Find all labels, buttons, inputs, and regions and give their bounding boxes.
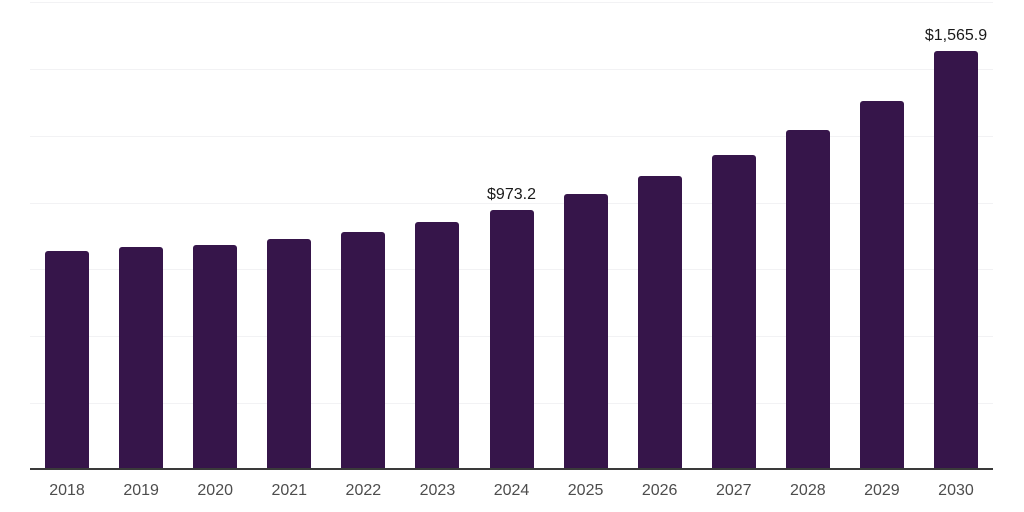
bar-2020 — [193, 244, 238, 470]
bar-slot-2030: $1,565.9 — [919, 2, 993, 470]
bar-2022 — [341, 232, 386, 470]
x-axis-line — [30, 468, 993, 470]
bar-slot-2024: $973.2 — [474, 2, 548, 470]
gridline-1000 — [30, 202, 993, 204]
bar-2026 — [637, 176, 682, 470]
x-tick-2020: 2020 — [197, 482, 233, 499]
x-axis-ticks: 2018 2019 2020 2021 2022 2023 2024 2025 2026 2027… — [30, 483, 993, 499]
bar-2028 — [785, 130, 830, 470]
bar-slot-2018 — [30, 2, 104, 470]
bar-2030 — [933, 51, 978, 470]
x-tick-2018: 2018 — [49, 482, 85, 499]
bar-2025 — [563, 194, 608, 470]
x-tick-2019: 2019 — [123, 482, 159, 499]
bars-row: $973.2 $1,565.9 — [30, 2, 993, 470]
bar-2024 — [489, 209, 534, 470]
bar-2021 — [267, 239, 312, 470]
gridline-1500 — [30, 68, 993, 70]
bar-2019 — [119, 246, 164, 470]
bar-2027 — [711, 155, 756, 470]
x-tick-2028: 2028 — [790, 482, 826, 499]
bar-slot-2027 — [697, 2, 771, 470]
bar-slot-2023 — [400, 2, 474, 470]
bar-slot-2020 — [178, 2, 252, 470]
x-tick-2025: 2025 — [567, 482, 604, 499]
bar-slot-2028 — [771, 2, 845, 470]
x-tick-2027: 2027 — [715, 482, 752, 499]
bar-slot-2022 — [326, 2, 400, 470]
bar-2023 — [415, 221, 460, 470]
bar-slot-2019 — [104, 2, 178, 470]
x-tick-2023: 2023 — [419, 482, 456, 499]
x-tick-2026: 2026 — [641, 482, 678, 499]
value-label-2030: $1,565.9 — [924, 27, 988, 45]
bar-slot-2029 — [845, 2, 919, 470]
x-tick-2030: 2030 — [938, 482, 974, 499]
gridline-1750 — [30, 2, 993, 3]
value-label-2024: $973.2 — [487, 185, 536, 203]
bar-2029 — [859, 101, 904, 470]
gridline-1250 — [30, 135, 993, 137]
bar-slot-2025 — [549, 2, 623, 470]
x-tick-2022: 2022 — [345, 482, 382, 499]
x-tick-2029: 2029 — [864, 482, 900, 499]
bar-slot-2021 — [252, 2, 326, 470]
x-tick-2021: 2021 — [271, 482, 308, 499]
x-tick-2024: 2024 — [493, 482, 530, 499]
bar-2018 — [45, 250, 90, 470]
plot-area: $973.2 $1,565.9 — [30, 2, 993, 470]
bar-slot-2026 — [623, 2, 697, 470]
